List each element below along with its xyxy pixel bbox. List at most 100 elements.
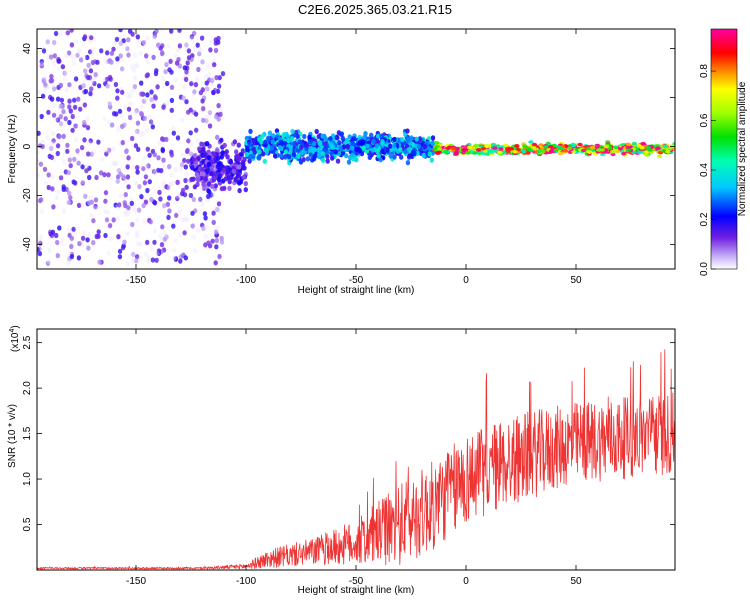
spectrogram-point [138,110,144,116]
spectrogram-point [99,156,105,162]
spectrogram-point [133,180,139,186]
spectrogram-point [291,151,297,158]
spectrogram-point [167,164,172,170]
spectrogram-point [109,122,115,128]
spectrogram-point [184,69,189,75]
x-tick-label: -50 [349,275,364,286]
spectrogram-point [72,104,78,110]
spectrogram-point [492,146,498,150]
spectrogram-point [71,60,77,66]
spectrogram-point [412,150,417,157]
spectrogram-point [171,130,176,136]
spectrogram-point [209,192,214,198]
spectrogram-point [201,225,206,231]
spectrogram-points [37,29,675,267]
spectrogram-point [203,233,208,239]
spectrogram-point [46,184,51,191]
spectrogram-point [43,180,49,186]
spectrogram-point [86,62,91,68]
spectrogram-point [103,58,109,64]
spectrogram-point [173,238,178,244]
spectrogram-point [69,42,75,48]
spectrogram-point [183,76,189,82]
spectrogram-point [192,89,197,95]
spectrogram-point [244,151,250,157]
spectrogram-point [130,31,135,37]
spectrogram-point [179,162,185,168]
spectrogram-point [180,117,185,123]
spectrogram-y-label: Frequency (Hz) [7,115,18,184]
spectrogram-point [288,144,293,150]
spectrogram-point [175,179,180,185]
spectrogram-point [465,150,471,155]
spectrogram-point [61,133,66,139]
spectrogram-point [50,186,55,192]
spectrogram-point [243,181,248,187]
spectrogram-point [307,134,312,140]
spectrogram-point [140,130,146,136]
spectrogram-point [83,193,88,199]
spectrogram-point [182,230,187,236]
spectrogram-point [427,146,432,152]
spectrogram-point [147,152,152,158]
spectrogram-point [104,217,110,223]
spectrogram-point [69,243,74,250]
spectrogram-point [139,194,144,200]
spectrogram-point [264,147,270,153]
spectrogram-point [85,125,91,131]
snr-series-line [37,349,675,570]
spectrogram-point [152,169,158,176]
spectrogram-point [164,62,169,68]
spectrogram-point [208,47,213,53]
spectrogram-point [165,80,170,87]
spectrogram-point [177,208,183,214]
spectrogram-point [164,234,169,240]
spectrogram-point [154,257,159,263]
y-tick-label: 40 [22,43,33,55]
spectrogram-point [72,156,77,162]
spectrogram-point [136,146,141,152]
spectrogram-point [208,39,214,45]
spectrogram-point [39,113,44,120]
spectrogram-point [178,165,183,171]
x-tick-label: 50 [570,275,582,286]
spectrogram-point [87,49,93,55]
spectrogram-point [123,208,129,214]
spectrogram-point [130,258,136,264]
spectrogram-point [69,29,74,33]
spectrogram-point [406,153,412,160]
spectrogram-point [405,128,410,134]
spectrogram-point [218,111,223,117]
spectrogram-point [102,116,107,122]
spectrogram-point [236,156,242,162]
spectrogram-point [362,134,367,140]
spectrogram-point [141,98,147,104]
spectrogram-point [51,131,56,137]
spectrogram-point [122,178,127,184]
spectrogram-point [70,113,75,120]
figure-title: C2E6.2025.365.03.21.R15 [298,2,452,17]
spectrogram-point [156,42,161,48]
spectrogram-point [194,172,200,178]
spectrogram-point [508,147,515,151]
y-tick-label: 0 [22,143,33,149]
spectrogram-point [610,152,616,157]
spectrogram-point [60,103,65,110]
spectrogram-point [87,200,92,206]
spectrogram-point [96,233,101,239]
spectrogram-point [222,142,227,148]
spectrogram-point [181,95,186,101]
spectrogram-point [388,143,393,149]
spectrogram-point [117,248,123,254]
spectrogram-point [316,134,321,140]
spectrogram-point [51,61,57,67]
spectrogram-point [80,202,85,208]
spectrogram-point [180,187,186,193]
spectrogram-point [435,151,441,155]
spectrogram-point [204,169,210,175]
spectrogram-point [58,31,63,37]
spectrogram-point [145,59,150,65]
x-tick-label: -100 [236,275,256,286]
spectrogram-point [217,253,222,260]
spectrogram-point [205,141,210,147]
